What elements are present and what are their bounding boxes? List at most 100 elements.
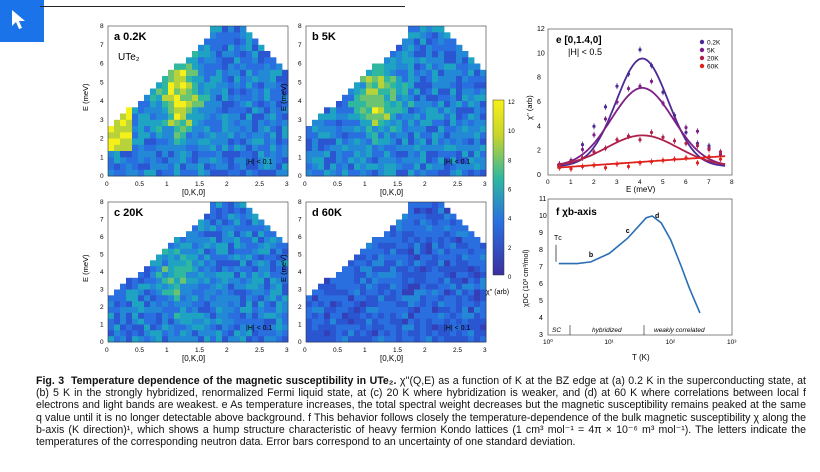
heatmap-cell <box>264 295 271 302</box>
panel-e-xtick: 0 <box>546 179 550 186</box>
heatmap-cell <box>348 295 355 302</box>
heatmap-cell <box>216 82 223 89</box>
heatmap-cell <box>180 107 187 114</box>
heatmap-cell <box>420 119 427 127</box>
heatmap-cell <box>348 88 355 96</box>
heatmap-cell <box>204 307 211 314</box>
heatmap-cell <box>252 242 259 249</box>
heatmap-cell <box>444 248 451 255</box>
heatmap-cell <box>474 318 481 325</box>
heatmap-cell <box>156 126 163 133</box>
heatmap-cell <box>354 107 361 114</box>
heatmap-cell <box>396 132 403 139</box>
data-point <box>661 158 665 162</box>
caption-title: Temperature dependence of the magnetic s… <box>70 375 397 387</box>
heatmap-cell <box>336 295 343 302</box>
panel-f-ytick: 8 <box>539 247 543 254</box>
heatmap-cell <box>480 157 487 164</box>
data-point <box>638 138 642 142</box>
heatmap-cell <box>252 324 259 331</box>
heatmap-cell <box>402 266 409 273</box>
heatmap-cell <box>336 289 343 296</box>
heatmap-cell <box>420 307 427 314</box>
heatmap-cell <box>432 101 439 108</box>
heatmap-cell <box>468 57 475 64</box>
heatmap-cell <box>150 119 157 127</box>
heatmap-cell <box>420 260 427 267</box>
heatmap-cell <box>450 307 457 314</box>
heatmap-cell <box>228 138 235 146</box>
heatmap-cell <box>432 207 439 214</box>
heatmap-cell <box>180 307 187 314</box>
heatmap-cell <box>156 330 163 337</box>
heatmap-cell <box>246 330 253 337</box>
heatmap-cell <box>336 283 343 290</box>
heatmap-cell <box>468 82 475 89</box>
heatmap-cell <box>420 51 427 58</box>
heatmap-cell <box>204 157 211 164</box>
heatmap-cell <box>414 202 421 209</box>
heatmap-xlabel: [0,K,0] <box>380 354 403 363</box>
heatmap-cell <box>336 277 343 284</box>
heatmap-cell <box>252 213 259 220</box>
heatmap-cell <box>222 88 229 96</box>
heatmap-cell <box>216 336 223 343</box>
heatmap-cell <box>240 312 247 319</box>
heatmap-cell <box>246 126 253 133</box>
heatmap-cell <box>468 76 475 83</box>
heatmap-cell <box>192 101 199 108</box>
heatmap-cell <box>432 82 439 89</box>
heatmap-cell <box>414 88 421 96</box>
heatmap-cell <box>462 126 469 133</box>
heatmap-cell <box>396 101 403 108</box>
heatmap-cell <box>468 107 475 114</box>
heatmap-cell <box>324 312 331 319</box>
heatmap-cell <box>408 207 415 214</box>
heatmap-cell <box>156 277 163 284</box>
heatmap-cell <box>480 312 487 319</box>
heatmap-cell <box>408 51 415 58</box>
heatmap-cell <box>408 272 415 279</box>
heatmap-cell <box>228 225 235 232</box>
heatmap-sublabel: UTe₂ <box>118 52 140 63</box>
heatmap-cell <box>462 277 469 284</box>
heatmap-cell <box>216 318 223 325</box>
heatmap-cell <box>180 266 187 273</box>
heatmap-cell <box>162 138 169 146</box>
heatmap-cell <box>438 237 445 244</box>
heatmap-cell <box>210 163 217 171</box>
heatmap-cell <box>468 231 475 238</box>
heatmap-cell <box>180 126 187 133</box>
heatmap-cell <box>120 318 127 325</box>
heatmap-cell <box>282 330 289 337</box>
heatmap-cell <box>456 231 463 238</box>
heatmap-cell <box>138 318 145 325</box>
heatmap-cell <box>384 94 391 102</box>
heatmap-cell <box>174 88 181 96</box>
heatmap-cell <box>162 324 169 331</box>
heatmap-cell <box>474 76 481 83</box>
heatmap-cell <box>180 119 187 127</box>
heatmap-ytick: 4 <box>100 98 104 105</box>
heatmap-cell <box>408 144 415 152</box>
heatmap-cell <box>216 163 223 171</box>
heatmap-cell <box>180 169 187 177</box>
heatmap-cell <box>108 163 115 171</box>
heatmap-ytick: 1 <box>298 154 302 161</box>
heatmap-cell <box>414 312 421 319</box>
heatmap-cell <box>402 219 409 226</box>
heatmap-cell <box>372 163 379 171</box>
heatmap-cell <box>402 76 409 83</box>
heatmap-cell <box>474 237 481 244</box>
heatmap-cell <box>180 254 187 261</box>
heatmap-cell <box>348 163 355 171</box>
heatmap-cell <box>252 119 259 127</box>
heatmap-cell <box>162 248 169 255</box>
heatmap-cell <box>336 107 343 114</box>
data-point <box>580 147 585 152</box>
heatmap-cell <box>126 113 133 121</box>
heatmap-cell <box>234 330 241 337</box>
heatmap-cell <box>468 277 475 284</box>
heatmap-cell <box>282 318 289 325</box>
heatmap-cell <box>108 295 115 302</box>
